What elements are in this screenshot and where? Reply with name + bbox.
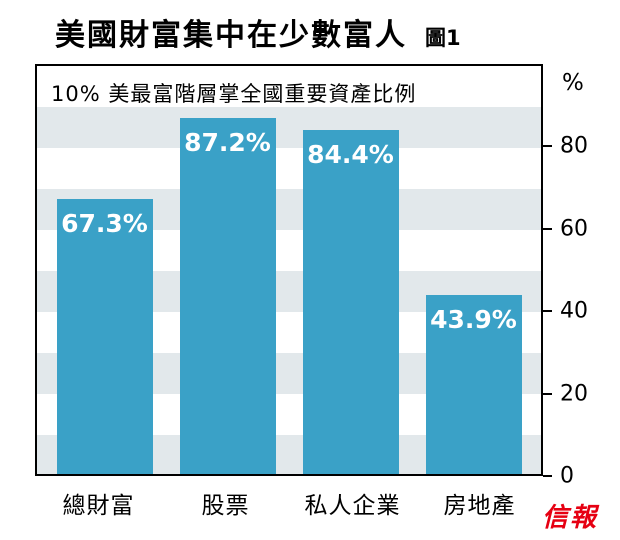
hkej-logo: 信報 bbox=[541, 503, 598, 533]
x-axis-label-3: 私人企業 bbox=[304, 493, 401, 519]
y-tick-mark bbox=[543, 310, 552, 313]
x-axis-label-1: 總財富 bbox=[62, 493, 135, 519]
y-tick-label: 20 bbox=[560, 381, 588, 407]
x-axis-label-2: 股票 bbox=[201, 493, 250, 519]
y-tick-label: 0 bbox=[560, 463, 574, 489]
y-tick-mark bbox=[543, 392, 552, 395]
chart-subtitle: 10% 美最富階層掌全國重要資產比例 bbox=[51, 82, 417, 106]
y-tick-mark bbox=[543, 145, 552, 148]
bar-2: 87.2% bbox=[179, 118, 276, 474]
y-axis-unit-label: % bbox=[562, 70, 584, 96]
bar-value-label: 84.4% bbox=[307, 139, 394, 169]
x-axis-label-4: 房地產 bbox=[443, 493, 516, 519]
bar-1: 67.3% bbox=[56, 199, 153, 474]
bar-value-label: 87.2% bbox=[184, 128, 271, 158]
bar-value-label: 67.3% bbox=[61, 209, 148, 239]
plot-area: 10% 美最富階層掌全國重要資產比例 67.3% 87.2% 84.4% 43.9% bbox=[35, 64, 543, 476]
bar-value-label: 43.9% bbox=[430, 304, 517, 334]
y-tick-mark bbox=[543, 475, 552, 477]
page-title: 美國財富集中在少數富人 bbox=[55, 18, 407, 53]
y-tick-label: 40 bbox=[560, 298, 588, 324]
figure-label: 圖1 bbox=[425, 26, 461, 50]
y-axis: % 0 20 40 60 80 bbox=[543, 64, 618, 489]
y-tick-label: 80 bbox=[560, 133, 588, 159]
x-axis-labels: 總財富 股票 私人企業 房地產 bbox=[35, 486, 543, 520]
y-tick-label: 60 bbox=[560, 216, 588, 242]
title-row: 美國財富集中在少數富人 圖1 bbox=[55, 10, 461, 54]
bars-container: 67.3% 87.2% 84.4% 43.9% bbox=[37, 66, 541, 474]
bar-4: 43.9% bbox=[425, 294, 522, 474]
y-tick-mark bbox=[543, 227, 552, 230]
bar-3: 84.4% bbox=[302, 129, 399, 474]
